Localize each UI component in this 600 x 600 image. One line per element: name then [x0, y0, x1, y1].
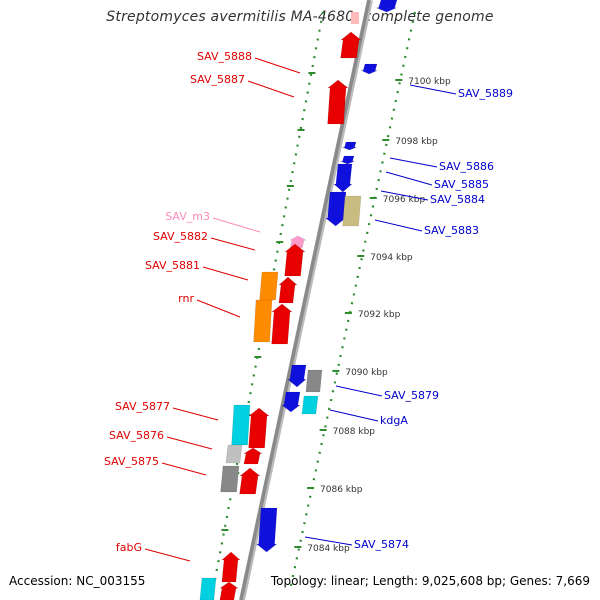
genome-backbone [239, 0, 371, 600]
left-label-leader [247, 80, 295, 98]
gene-kdga [281, 391, 301, 413]
gene-sav5885 [333, 163, 353, 193]
gene-sav5877-red [248, 407, 270, 449]
genome-title: Streptomyces avermitilis MA-4680, comple… [106, 9, 494, 25]
right-label: SAV_5886 [439, 160, 494, 173]
gene-top-pink [351, 12, 359, 24]
ruler-label: 7098 kbp [395, 137, 438, 147]
left-label: SAV_5882 [153, 230, 208, 243]
gene-sav5886 [342, 141, 357, 151]
gene-sav5889 [361, 63, 378, 75]
left-label: SAV_5876 [109, 429, 164, 442]
left-label-leader [254, 57, 301, 74]
left-label-leader [144, 548, 191, 562]
ruler-label: 7084 kbp [307, 544, 350, 554]
right-label: SAV_5879 [384, 389, 439, 402]
right-label: SAV_5885 [434, 178, 489, 191]
ruler-label: 7100 kbp [408, 77, 451, 87]
ruler-label: 7096 kbp [383, 195, 426, 205]
left-label-leader [202, 266, 249, 281]
gene-fabg-red [219, 581, 239, 600]
right-label-leader [385, 171, 433, 186]
gene-orange-1 [259, 271, 279, 301]
right-label: SAV_5883 [424, 224, 479, 237]
gene-sav5882 [284, 243, 306, 277]
gene-sav5886b [340, 155, 355, 165]
ruler-label: 7088 kbp [333, 427, 376, 437]
gene-sav5877 [231, 404, 251, 446]
left-label: SAV_5877 [115, 400, 170, 413]
gene-sav5876-red [242, 447, 264, 465]
gene-fabg [221, 551, 241, 583]
left-label-leader [161, 462, 207, 476]
left-label-leader [166, 436, 213, 450]
ruler-label: 7092 kbp [358, 310, 401, 320]
summary-text: Topology: linear; Length: 9,025,608 bp; … [270, 574, 590, 588]
gene-sav5876 [225, 444, 243, 464]
gene-rnr-red [271, 303, 293, 345]
right-label-leader [304, 536, 353, 546]
left-label: SAV_5887 [190, 73, 245, 86]
right-label-leader [329, 409, 379, 422]
left-label: SAV_5888 [197, 50, 252, 63]
left-label-leader [210, 237, 256, 251]
right-label-leader [409, 84, 457, 95]
ruler-label: 7086 kbp [320, 485, 363, 495]
right-label: SAV_5874 [354, 538, 409, 551]
right-label-leader [389, 157, 438, 168]
right-label-leader [335, 385, 383, 397]
right-label: SAV_5884 [430, 193, 485, 206]
gene-fabg-cyan [199, 577, 217, 600]
gene-sav5875-red [239, 467, 261, 495]
left-label-leader [196, 299, 241, 318]
right-label: kdgA [380, 414, 408, 427]
gene-kdga-cyan [301, 395, 319, 415]
gene-sav5879-gray [305, 369, 323, 393]
gene-rnr [253, 299, 273, 343]
gene-sav5875 [220, 465, 240, 493]
left-label: SAV_m3 [165, 210, 210, 223]
ruler-label: 7094 kbp [370, 253, 413, 263]
right-label-leader [374, 219, 423, 232]
gene-sav5888 [340, 31, 362, 59]
right-label-leader [380, 190, 429, 201]
right-label: SAV_5889 [458, 87, 513, 100]
accession-text: Accession: NC_003155 [9, 574, 146, 588]
left-label-leader [212, 217, 261, 233]
left-label-leader [172, 407, 219, 421]
ruler-label: 7090 kbp [345, 368, 388, 378]
left-label: fabG [116, 541, 142, 554]
left-label: rnr [178, 292, 194, 305]
gene-sav5874 [255, 507, 278, 553]
gene-sav5881 [278, 276, 298, 304]
gene-sav5887 [327, 79, 349, 125]
left-label: SAV_5881 [145, 259, 200, 272]
gene-sav5879 [287, 364, 307, 388]
left-label: SAV_5875 [104, 455, 159, 468]
gene-top-blue [376, 0, 398, 13]
gene-sav5883 [342, 195, 362, 227]
